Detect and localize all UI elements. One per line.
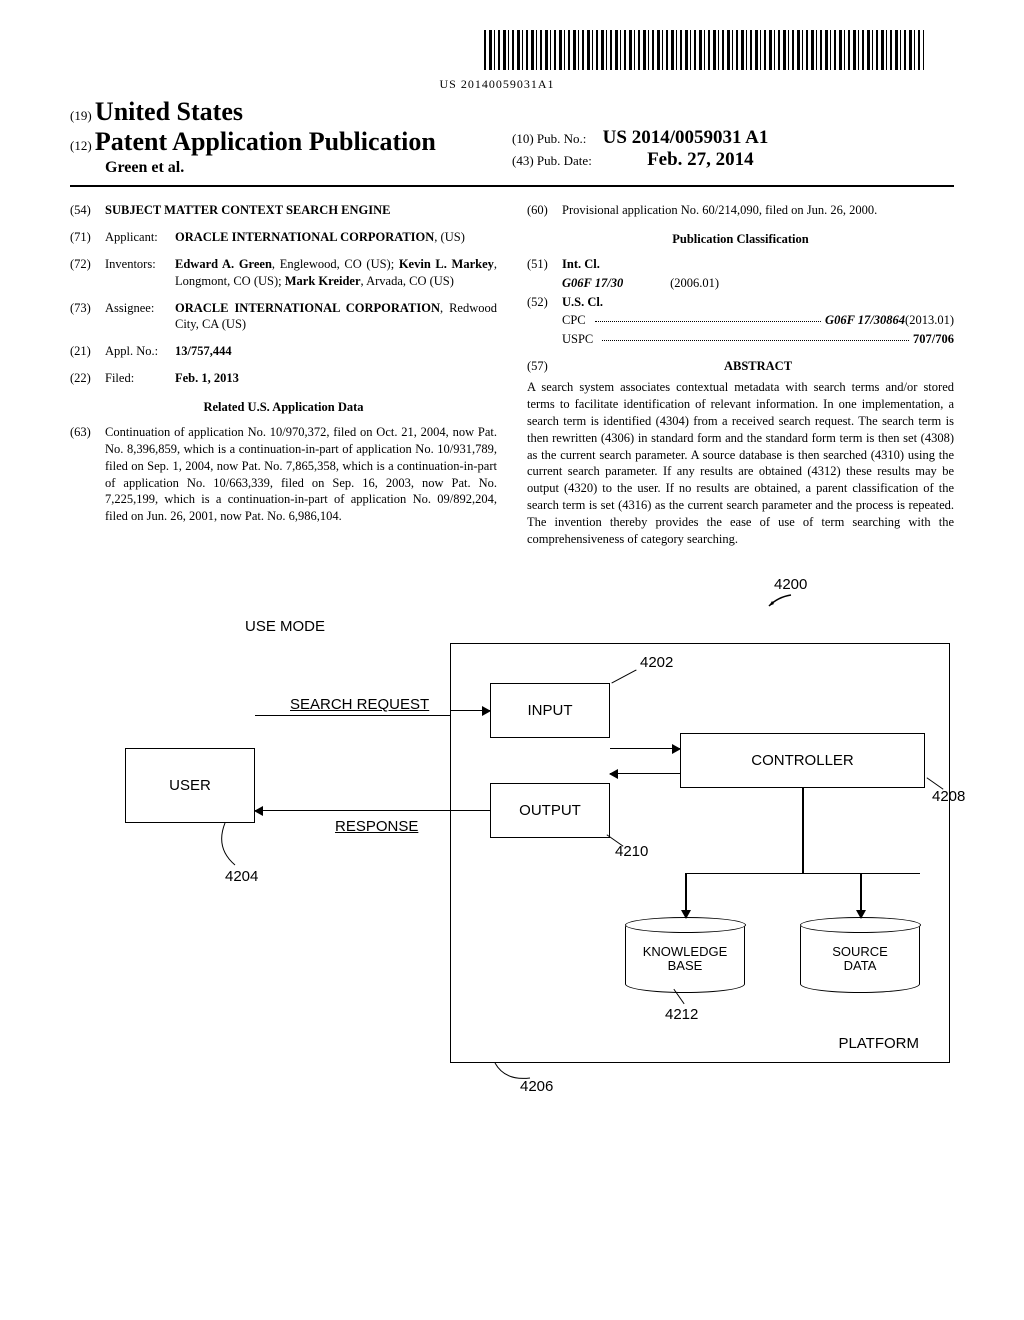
inventors-value: Edward A. Green, Englewood, CO (US); Kev… [175,256,497,290]
inventor1-loc: , Englewood, CO (US); [272,257,399,271]
authors: Green et al. [70,159,512,177]
ref-4212: 4212 [665,1006,698,1023]
ref-4200: 4200 [774,576,807,593]
inventors-label: Inventors: [105,256,175,290]
barcode-graphic [484,30,924,70]
lead-4206 [490,1063,540,1088]
pub-no-code: (10) [512,131,534,146]
applno-value: 13/757,444 [175,343,497,360]
intcl-row: G06F 17/30 (2006.01) [562,275,954,292]
figure-diagram: 4200 USE MODE PLATFORM USER INPUT OUTPUT… [70,588,954,1088]
output-box: OUTPUT [490,783,610,838]
applicant-loc: , (US) [434,230,465,244]
pub-type: Patent Application Publication [95,127,436,156]
output-label: OUTPUT [519,802,581,819]
ref-4204: 4204 [225,868,258,885]
applno-code: (21) [70,343,105,360]
filed-value: Feb. 1, 2013 [175,370,497,387]
invention-title: SUBJECT MATTER CONTEXT SEARCH ENGINE [105,202,497,219]
response-label: RESPONSE [335,818,418,835]
left-column: (54) SUBJECT MATTER CONTEXT SEARCH ENGIN… [70,202,497,548]
intcl-code: (51) [527,256,562,273]
ref-4202: 4202 [640,654,673,671]
intcl-year: (2006.01) [670,276,719,290]
cpc-row: CPC G06F 17/30864 (2013.01) [562,312,954,329]
country-code: (19) [70,108,92,123]
intcl-value: G06F 17/30 [562,276,623,290]
applicant-label: Applicant: [105,229,175,246]
right-column: (60) Provisional application No. 60/214,… [527,202,954,548]
header-block: (19) United States (12) Patent Applicati… [70,97,954,187]
barcode-text: US 20140059031A1 [70,77,924,92]
source-data-label: SOURCE DATA [832,937,888,974]
filed-code: (22) [70,370,105,387]
related-heading: Related U.S. Application Data [70,399,497,416]
controller-label: CONTROLLER [751,752,854,769]
title-code: (54) [70,202,105,219]
ref-4208: 4208 [932,788,965,805]
search-request-label: SEARCH REQUEST [290,696,429,713]
abstract-heading: ABSTRACT [562,358,954,375]
platform-label: PLATFORM [838,1035,919,1052]
applicant-code: (71) [70,229,105,246]
assignee-label: Assignee: [105,300,175,334]
continuation-text: Continuation of application No. 10/970,3… [105,424,497,525]
inventor3-loc: , Arvada, CO (US) [361,274,454,288]
pub-date-value: Feb. 27, 2014 [647,149,754,170]
pub-type-line: (12) Patent Application Publication [70,127,512,157]
applicant-value: ORACLE INTERNATIONAL CORPORATION, (US) [175,229,497,246]
barcode-region: US 20140059031A1 [70,30,954,92]
assignee-code: (73) [70,300,105,334]
pub-date-line: (43) Pub. Date: Feb. 27, 2014 [512,149,954,171]
abstract-code: (57) [527,358,562,375]
inventors-code: (72) [70,256,105,290]
inventor3: Mark Kreider [285,274,361,288]
pub-date-label: Pub. Date: [537,153,592,168]
input-label: INPUT [528,702,573,719]
uspc-label: USPC [562,331,598,348]
pub-no-label: Pub. No.: [537,131,586,146]
source-data-cylinder: SOURCE DATA [800,918,920,993]
lead-4204 [210,823,250,868]
cpc-year: (2013.01) [905,312,954,329]
user-label: USER [169,777,211,794]
provisional-text: Provisional application No. 60/214,090, … [562,202,954,219]
controller-box: CONTROLLER [680,733,925,788]
inventor1: Edward A. Green [175,257,272,271]
user-box: USER [125,748,255,823]
knowledge-base-label: KNOWLEDGE BASE [643,937,728,974]
uscl-code: (52) [527,294,562,311]
continuation-code: (63) [70,424,105,525]
assignee-name: ORACLE INTERNATIONAL CORPORATION [175,301,440,315]
intcl-label: Int. Cl. [562,256,954,273]
country-name: United States [95,97,243,126]
applno-label: Appl. No.: [105,343,175,360]
inventor2: Kevin L. Markey [399,257,494,271]
classification-heading: Publication Classification [527,231,954,248]
uspc-row: USPC 707/706 [562,331,954,348]
uspc-value: 707/706 [913,331,954,348]
biblio-columns: (54) SUBJECT MATTER CONTEXT SEARCH ENGIN… [70,202,954,548]
provisional-code: (60) [527,202,562,219]
pub-no-line: (10) Pub. No.: US 2014/0059031 A1 [512,127,954,149]
knowledge-base-cylinder: KNOWLEDGE BASE [625,918,745,993]
abstract-text: A search system associates contextual me… [527,379,954,548]
swoosh-4200 [768,594,792,608]
input-box: INPUT [490,683,610,738]
cpc-label: CPC [562,312,591,329]
use-mode-label: USE MODE [245,618,325,635]
applicant-name: ORACLE INTERNATIONAL CORPORATION [175,230,434,244]
pub-date-code: (43) [512,153,534,168]
pub-type-code: (12) [70,138,92,153]
uscl-label: U.S. Cl. [562,294,954,311]
cpc-value: G06F 17/30864 [825,312,905,329]
filed-label: Filed: [105,370,175,387]
country-line: (19) United States [70,97,512,127]
assignee-value: ORACLE INTERNATIONAL CORPORATION, Redwoo… [175,300,497,334]
pub-no-value: US 2014/0059031 A1 [603,127,769,148]
